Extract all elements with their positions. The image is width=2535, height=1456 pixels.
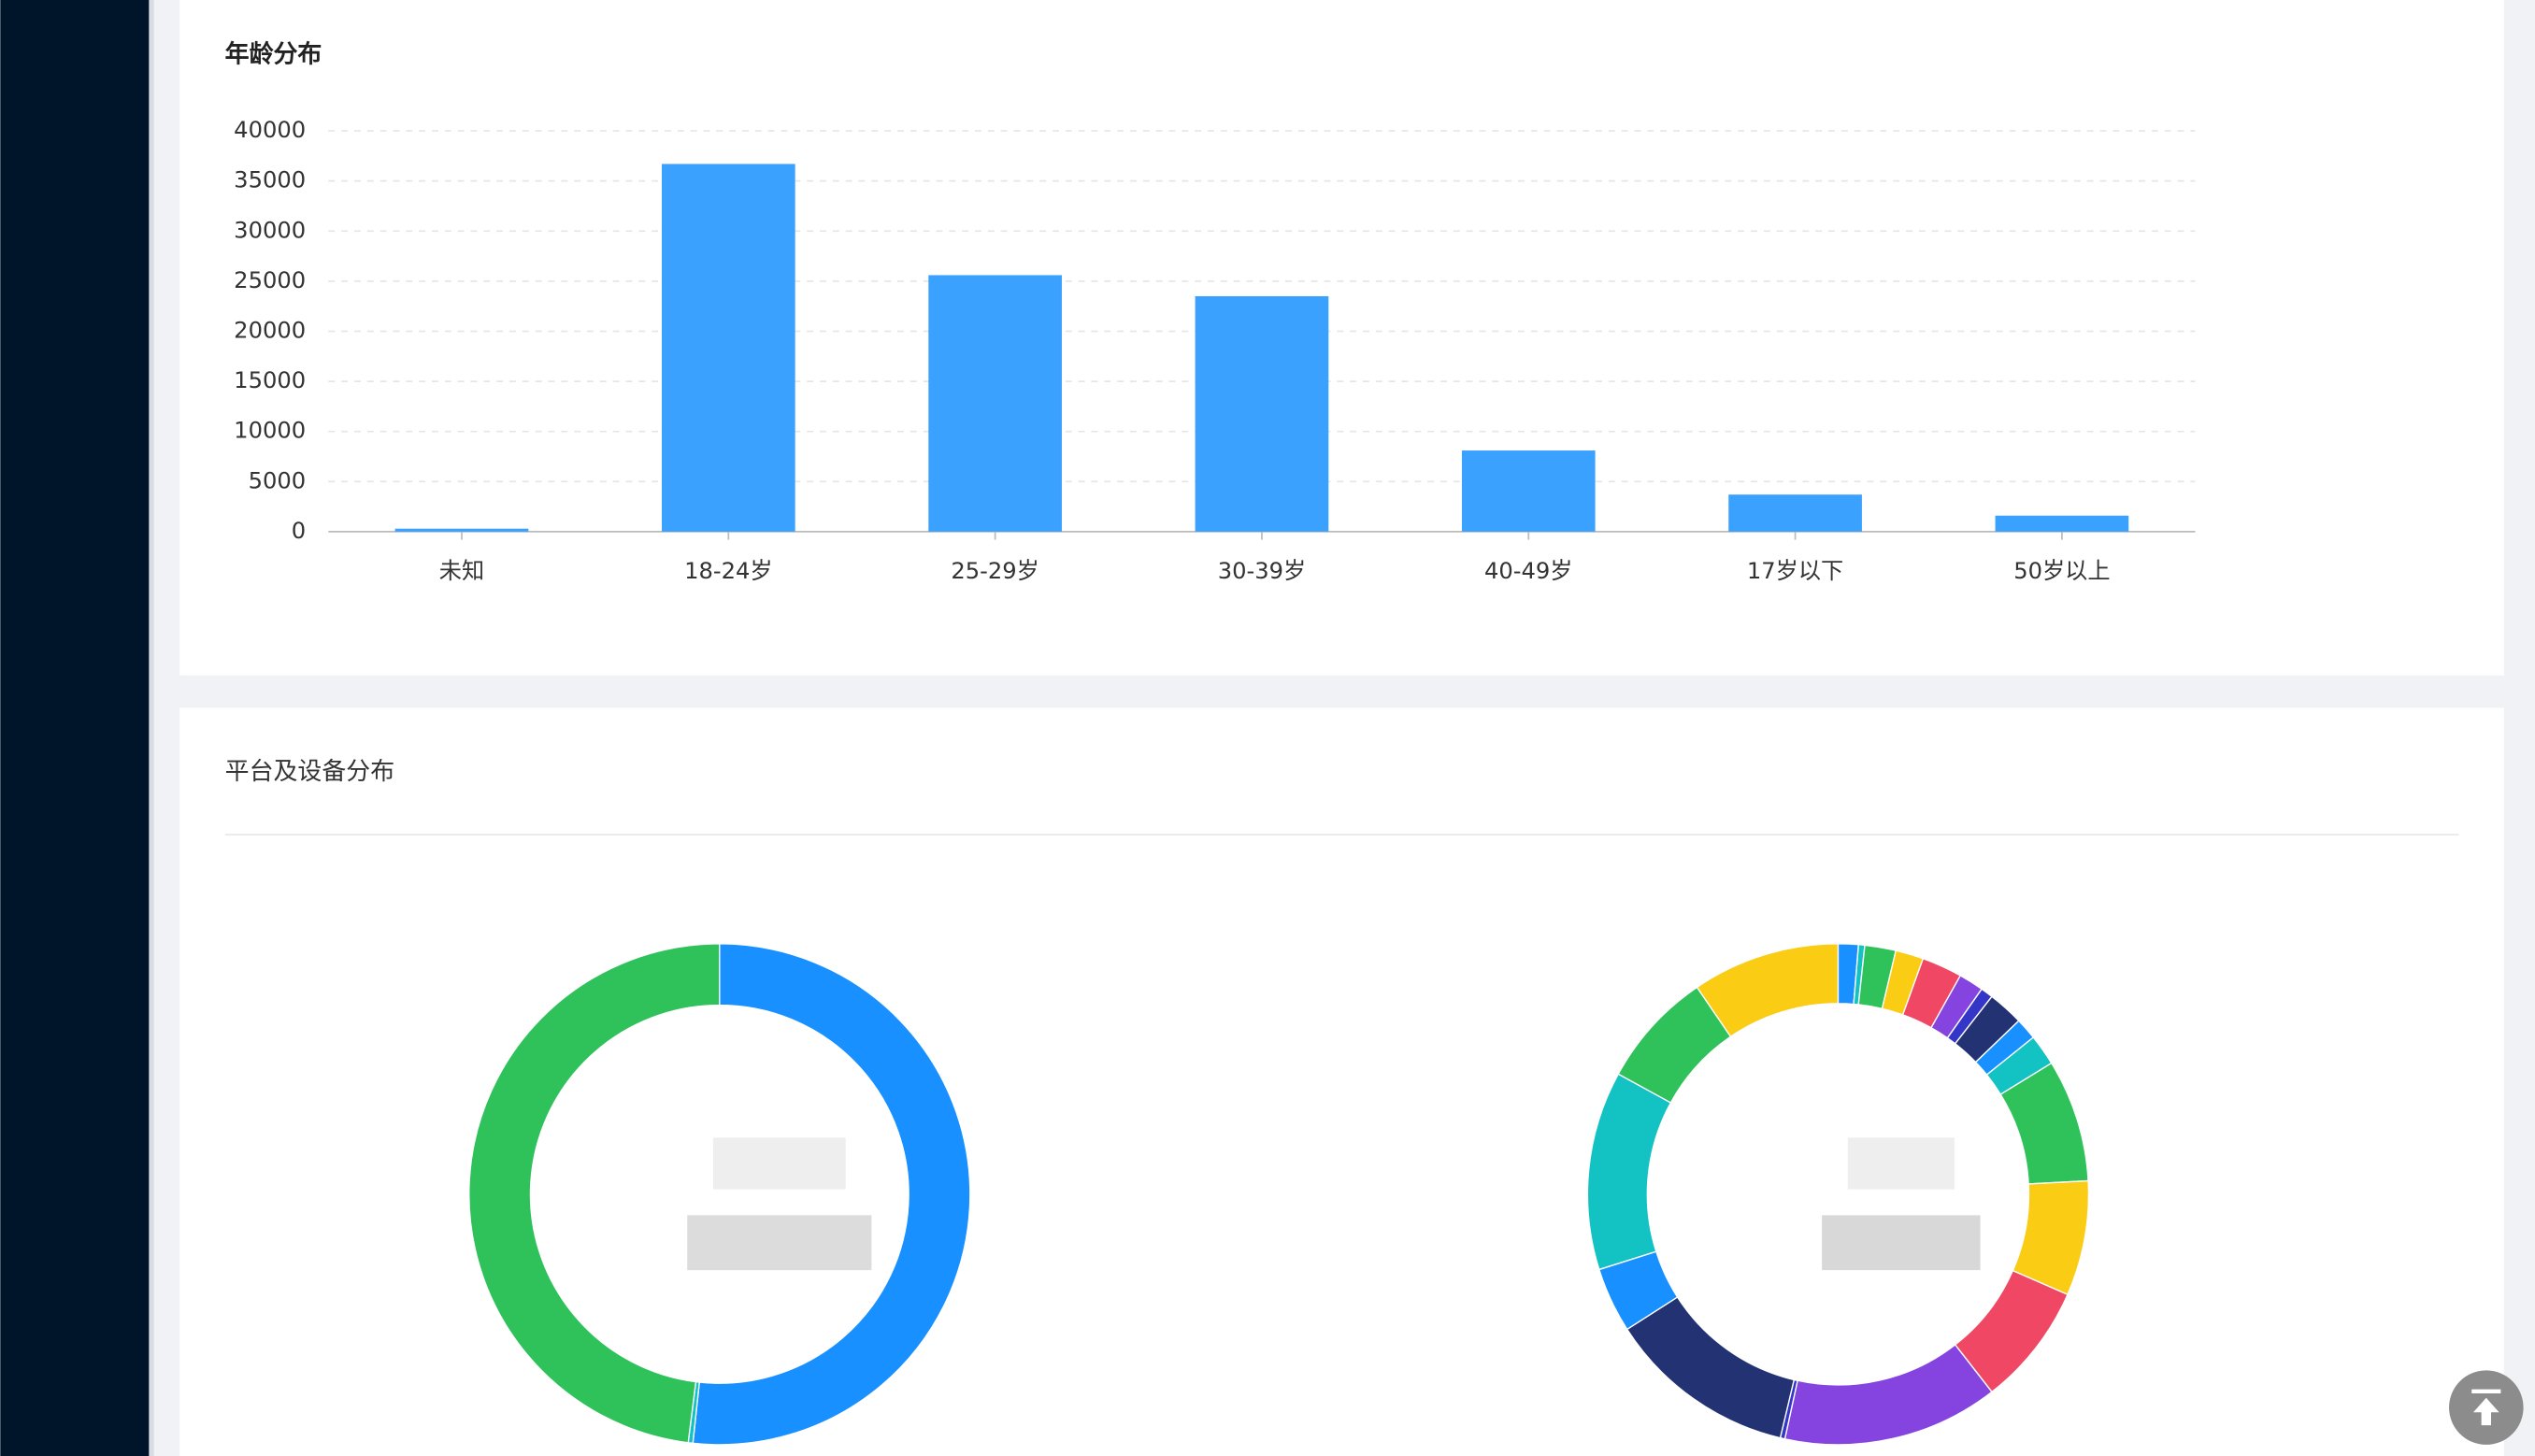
pie-segment <box>468 943 721 1444</box>
bar <box>1995 515 2129 532</box>
x-tick-label: 30-39岁 <box>1218 558 1306 584</box>
bar <box>928 275 1062 532</box>
y-tick-label: 35000 <box>234 167 306 193</box>
pie-segment <box>692 943 971 1446</box>
y-tick-label: 25000 <box>234 267 306 293</box>
y-tick-label: 15000 <box>234 367 306 393</box>
bar <box>661 164 795 532</box>
x-tick-label: 18-24岁 <box>684 558 772 584</box>
bar <box>1728 494 1862 532</box>
pie-segment <box>1696 943 1840 1038</box>
sidebar-edge <box>149 0 154 1456</box>
y-tick-label: 0 <box>292 518 306 544</box>
y-tick-label: 10000 <box>234 418 306 444</box>
bar <box>1461 450 1596 532</box>
sidebar <box>0 0 150 1456</box>
x-tick-label: 17岁以下 <box>1747 558 1843 584</box>
x-tick-label: 50岁以上 <box>2013 558 2110 584</box>
y-tick-label: 40000 <box>234 117 306 143</box>
age-card <box>179 0 2504 676</box>
y-tick-label: 20000 <box>234 317 306 343</box>
x-tick-label: 40-49岁 <box>1484 558 1572 584</box>
back-to-top[interactable] <box>2449 1370 2524 1445</box>
bar <box>1195 295 1329 532</box>
x-tick-label: 未知 <box>439 558 484 584</box>
card-title: 年龄分布 <box>225 39 322 68</box>
card-title: 平台及设备分布 <box>225 758 394 786</box>
x-tick-label: 25-29岁 <box>951 558 1038 584</box>
bar <box>394 528 529 532</box>
y-tick-label: 5000 <box>249 467 307 493</box>
y-tick-label: 30000 <box>234 217 306 243</box>
blurred-center-text <box>687 1137 1981 1271</box>
